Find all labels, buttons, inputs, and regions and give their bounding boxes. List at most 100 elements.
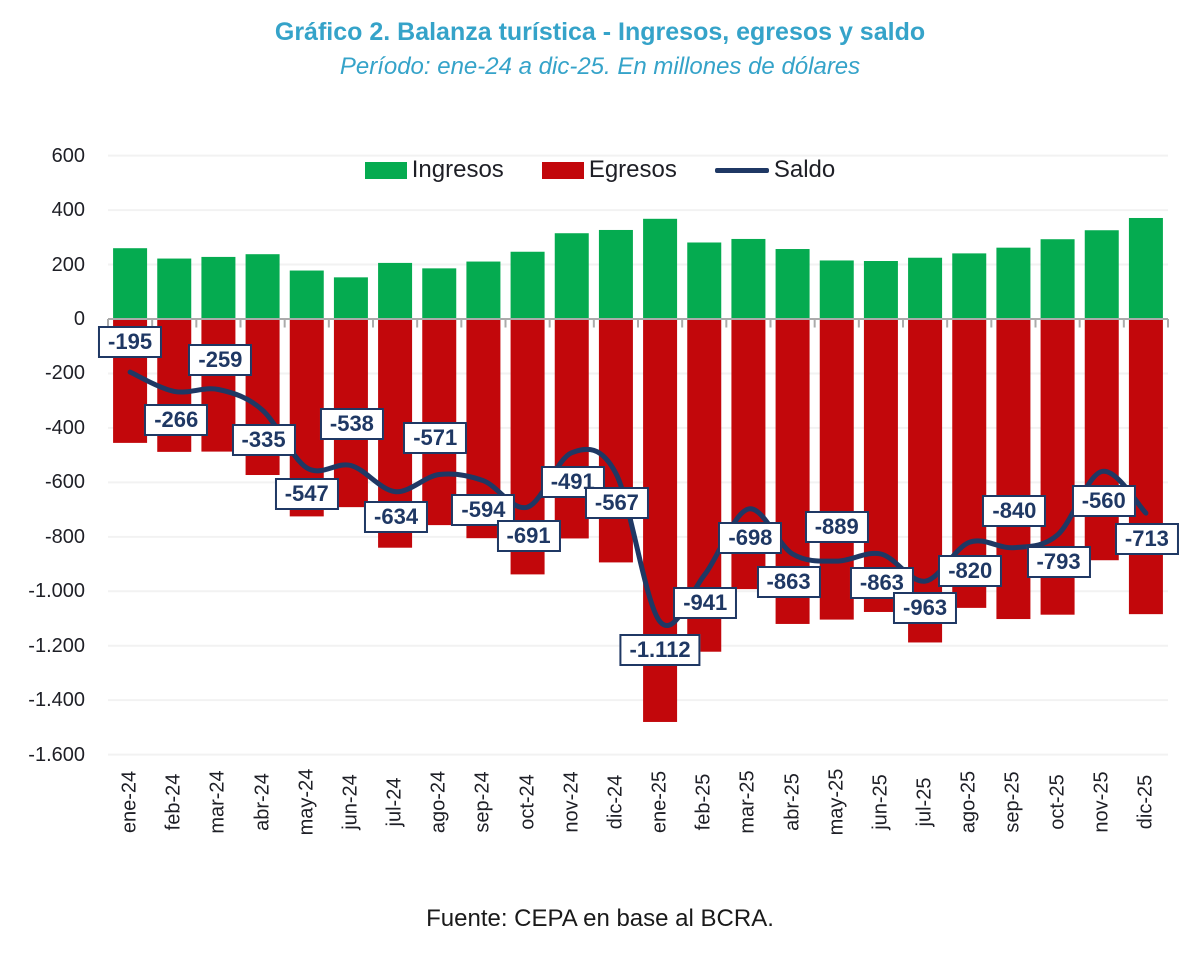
y-tick-label: 400: [51, 199, 85, 222]
saldo-value-label: -571: [403, 422, 468, 455]
saldo-value-label: -195: [98, 326, 163, 359]
y-tick-label: -1.400: [28, 689, 85, 712]
ingresos-bar[interactable]: [554, 233, 589, 319]
saldo-value-label: -547: [274, 477, 339, 510]
ingresos-bar[interactable]: [289, 270, 324, 319]
x-tick-label: feb-24: [162, 773, 185, 831]
egresos-bar[interactable]: [1084, 319, 1119, 561]
saldo-value-label: -963: [893, 592, 958, 625]
x-tick-label: mar-25: [736, 770, 759, 834]
saldo-value-label: -941: [673, 587, 738, 620]
saldo-value-label: -863: [756, 565, 821, 598]
y-tick-label: -1.600: [28, 743, 85, 766]
ingresos-bar[interactable]: [113, 248, 148, 319]
chart-subtitle: Período: ene-24 a dic-25. En millones de…: [339, 53, 861, 80]
saldo-line-swatch-icon: [714, 167, 769, 173]
egresos-bar[interactable]: [422, 319, 457, 526]
egresos-bar[interactable]: [1128, 319, 1163, 615]
ingresos-bar[interactable]: [819, 260, 854, 319]
ingresos-bar[interactable]: [952, 253, 987, 319]
saldo-value-label: -713: [1114, 523, 1179, 556]
ingresos-bar[interactable]: [1128, 217, 1163, 319]
ingresos-bar[interactable]: [775, 249, 810, 319]
saldo-value-label: -1.112: [619, 633, 701, 666]
x-tick-label: ene-25: [648, 770, 671, 834]
saldo-value-label: -840: [982, 494, 1047, 527]
ingresos-bar[interactable]: [245, 254, 280, 319]
legend-label-ingresos: Ingresos: [411, 156, 504, 183]
x-tick-label: abr-24: [251, 773, 274, 831]
x-tick-label: mar-24: [206, 770, 229, 834]
saldo-value-label: -266: [144, 404, 209, 437]
x-tick-label: oct-25: [1046, 774, 1069, 830]
x-tick-label: may-24: [295, 768, 318, 836]
ingresos-bar[interactable]: [157, 258, 192, 319]
ingresos-bar[interactable]: [1084, 230, 1119, 319]
ingresos-bar[interactable]: [510, 251, 545, 319]
egresos-bar[interactable]: [554, 319, 589, 539]
x-tick-label: ene-24: [118, 770, 141, 834]
ingresos-bar[interactable]: [466, 261, 501, 319]
y-tick-label: -800: [44, 525, 85, 548]
ingresos-bar[interactable]: [1040, 239, 1075, 319]
saldo-value-label: -259: [188, 343, 253, 376]
legend-label-egresos: Egresos: [588, 156, 677, 183]
ingresos-bar[interactable]: [863, 261, 898, 319]
saldo-value-label: -335: [231, 424, 296, 457]
x-tick-label: ago-25: [957, 770, 980, 834]
x-tick-label: jul-25: [913, 777, 936, 827]
x-tick-label: sep-25: [1001, 771, 1024, 833]
x-tick-label: abr-25: [781, 773, 804, 831]
legend-label-saldo: Saldo: [773, 156, 836, 183]
ingresos-bar[interactable]: [908, 257, 943, 319]
ingresos-bar[interactable]: [333, 277, 368, 319]
source-note: Fuente: CEPA en base al BCRA.: [426, 905, 774, 932]
ingresos-bar[interactable]: [201, 256, 236, 319]
y-tick-label: 600: [51, 144, 85, 167]
x-tick-label: nov-25: [1090, 771, 1113, 833]
legend: Ingresos Egresos Saldo: [0, 153, 1200, 187]
x-tick-label: dic-24: [604, 774, 627, 830]
saldo-value-label: -538: [319, 408, 384, 441]
saldo-line[interactable]: [127, 369, 1149, 628]
x-tick-label: jun-25: [869, 774, 892, 830]
x-tick-label: sep-24: [471, 771, 494, 833]
egresos-swatch-icon: [541, 161, 584, 179]
x-tick-label: oct-24: [516, 774, 539, 830]
x-tick-label: ago-24: [427, 770, 450, 834]
ingresos-bar[interactable]: [643, 218, 678, 319]
y-tick-label: -600: [44, 471, 85, 494]
egresos-bar[interactable]: [819, 319, 854, 620]
legend-item-egresos[interactable]: Egresos: [541, 156, 677, 184]
x-tick-label: jul-24: [383, 777, 406, 827]
y-tick-label: 0: [73, 308, 85, 330]
ingresos-swatch-icon: [364, 161, 407, 179]
y-tick-label: 200: [51, 253, 85, 276]
legend-item-ingresos[interactable]: Ingresos: [364, 156, 504, 184]
ingresos-bar[interactable]: [378, 262, 413, 319]
y-tick-label: -200: [44, 362, 85, 385]
ingresos-bar[interactable]: [598, 229, 633, 319]
x-tick-label: may-25: [825, 768, 848, 836]
saldo-value-label: -560: [1071, 485, 1136, 518]
saldo-value-label: -793: [1026, 545, 1091, 578]
y-tick-label: -1.200: [28, 634, 85, 657]
saldo-value-label: -567: [584, 487, 649, 520]
x-tick-label: dic-25: [1134, 774, 1157, 830]
ingresos-bar[interactable]: [996, 247, 1031, 319]
saldo-value-label: -889: [804, 511, 869, 544]
y-tick-label: -400: [44, 416, 85, 439]
saldo-value-label: -820: [938, 555, 1003, 588]
saldo-value-label: -691: [496, 520, 561, 553]
legend-item-saldo[interactable]: Saldo: [714, 156, 836, 184]
x-tick-label: jun-24: [339, 774, 362, 830]
x-tick-label: feb-25: [692, 773, 715, 831]
y-tick-label: -1.000: [28, 580, 85, 603]
ingresos-bar[interactable]: [731, 238, 766, 319]
chart-title: Gráfico 2. Balanza turística - Ingresos,…: [274, 18, 926, 46]
egresos-bar[interactable]: [598, 319, 633, 563]
ingresos-bar[interactable]: [687, 242, 722, 319]
ingresos-bar[interactable]: [422, 268, 457, 319]
